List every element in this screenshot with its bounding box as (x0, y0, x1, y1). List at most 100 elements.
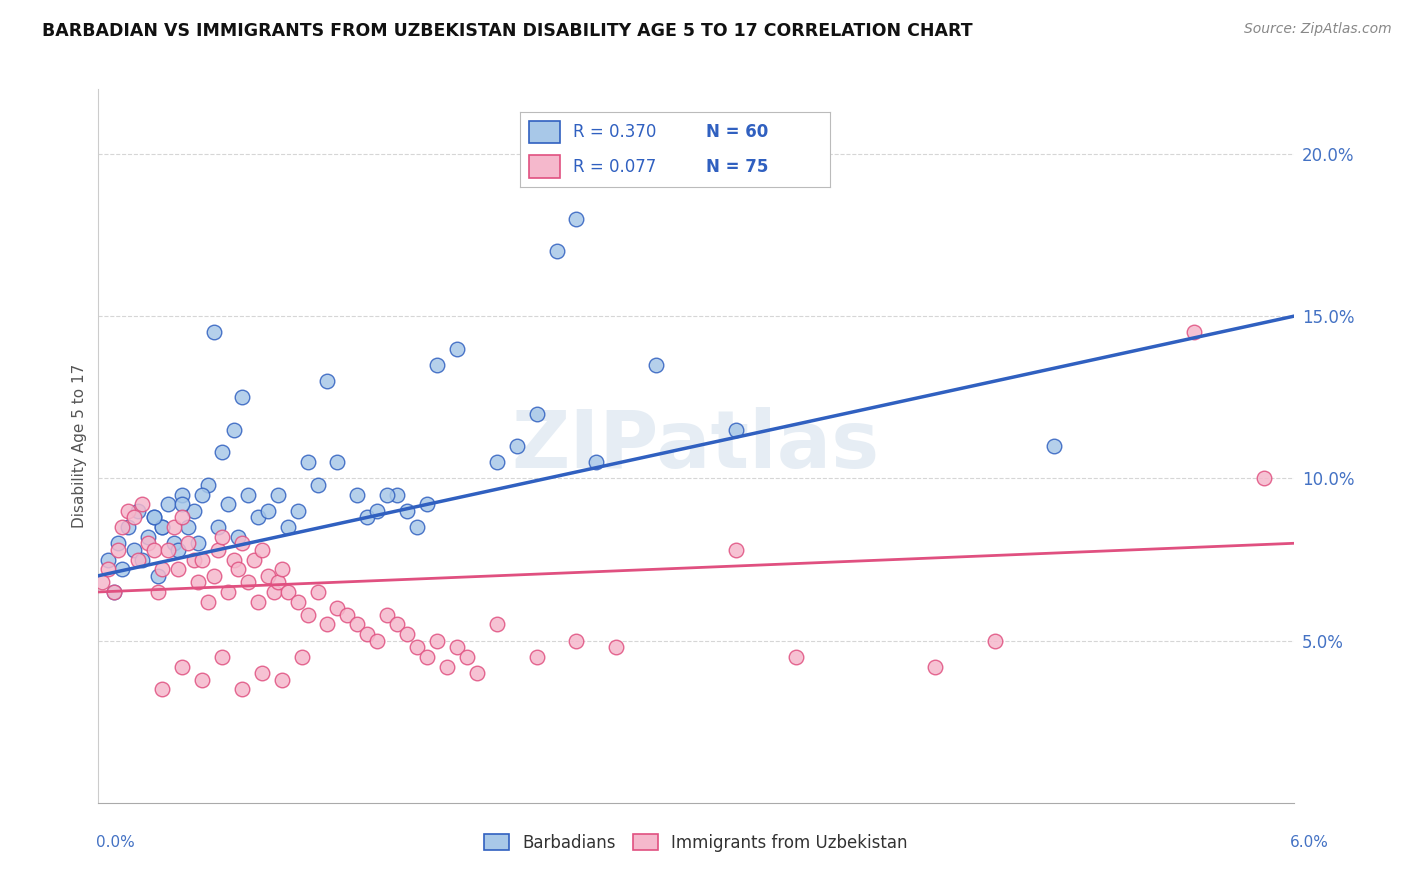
Point (346, 617, 368, 632)
Point (526, 407, 548, 421)
Point (217, 497, 239, 511)
Point (150, 520, 173, 534)
Point (211, 530, 233, 544)
Point (117, 504, 139, 518)
Text: R = 0.077: R = 0.077 (572, 158, 657, 176)
Point (307, 478, 329, 492)
Point (724, 423, 747, 437)
Point (446, 640, 468, 654)
Point (222, 423, 245, 437)
Point (326, 455, 349, 469)
Point (131, 497, 153, 511)
Point (287, 504, 309, 518)
Point (1182, 326, 1205, 340)
Point (406, 640, 429, 654)
Point (316, 617, 339, 632)
Point (785, 649, 807, 664)
Point (148, 585, 170, 599)
Point (585, 455, 607, 469)
Point (256, 504, 278, 518)
Point (396, 627, 419, 641)
Point (267, 575, 290, 590)
Y-axis label: Disability Age 5 to 17: Disability Age 5 to 17 (72, 364, 87, 528)
Point (202, 568, 225, 582)
Point (143, 510, 166, 524)
Point (127, 552, 149, 566)
Point (103, 585, 125, 599)
Text: R = 0.370: R = 0.370 (572, 123, 657, 141)
Point (456, 649, 478, 664)
Point (211, 445, 233, 459)
Point (506, 439, 529, 453)
Point (416, 497, 439, 511)
Text: BARBADIAN VS IMMIGRANTS FROM UZBEKISTAN DISABILITY AGE 5 TO 17 CORRELATION CHART: BARBADIAN VS IMMIGRANTS FROM UZBEKISTAN … (42, 22, 973, 40)
Point (107, 542, 129, 557)
Text: 0.0%: 0.0% (96, 836, 135, 850)
Point (103, 585, 125, 599)
Point (222, 552, 245, 566)
Point (287, 595, 309, 609)
Point (172, 497, 194, 511)
Point (117, 520, 139, 534)
Point (107, 536, 129, 550)
Point (127, 504, 149, 518)
Point (375, 488, 398, 502)
Point (356, 627, 378, 641)
Point (172, 510, 194, 524)
Point (270, 562, 292, 576)
Point (226, 530, 249, 544)
Point (605, 640, 627, 654)
Point (111, 562, 134, 576)
Point (207, 542, 229, 557)
Point (231, 682, 253, 697)
Point (150, 682, 173, 697)
Point (385, 617, 409, 632)
Point (924, 659, 946, 673)
Point (157, 542, 180, 557)
Point (316, 374, 339, 388)
Point (97, 562, 120, 576)
Point (307, 585, 329, 599)
Point (426, 358, 449, 372)
Point (236, 488, 259, 502)
Point (163, 536, 186, 550)
Point (163, 520, 186, 534)
Point (250, 666, 273, 681)
Point (565, 633, 588, 648)
Point (131, 552, 153, 566)
Point (263, 585, 285, 599)
Point (1253, 471, 1275, 485)
Point (366, 504, 388, 518)
Point (346, 488, 368, 502)
Point (150, 520, 173, 534)
Point (231, 390, 253, 404)
Point (565, 211, 588, 226)
Point (645, 358, 668, 372)
Point (983, 633, 1005, 648)
Point (143, 542, 166, 557)
Text: N = 60: N = 60 (706, 123, 768, 141)
Point (191, 673, 214, 687)
Point (177, 520, 200, 534)
Point (217, 585, 239, 599)
Point (406, 520, 429, 534)
Point (207, 520, 229, 534)
Point (191, 488, 214, 502)
Point (326, 601, 349, 615)
Point (197, 595, 219, 609)
Point (446, 342, 468, 356)
Point (211, 649, 233, 664)
Point (148, 568, 170, 582)
Point (426, 633, 449, 648)
Point (375, 607, 398, 622)
Point (246, 595, 269, 609)
FancyBboxPatch shape (530, 120, 561, 144)
Point (157, 497, 180, 511)
Point (183, 552, 205, 566)
Point (277, 520, 299, 534)
Point (202, 326, 225, 340)
Point (546, 244, 568, 259)
Text: Source: ZipAtlas.com: Source: ZipAtlas.com (1244, 22, 1392, 37)
Point (197, 478, 219, 492)
Point (136, 536, 159, 550)
